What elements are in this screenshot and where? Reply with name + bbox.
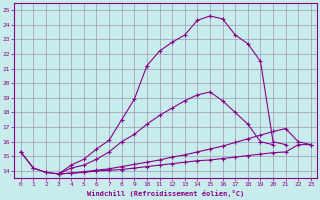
X-axis label: Windchill (Refroidissement éolien,°C): Windchill (Refroidissement éolien,°C) bbox=[87, 190, 244, 197]
